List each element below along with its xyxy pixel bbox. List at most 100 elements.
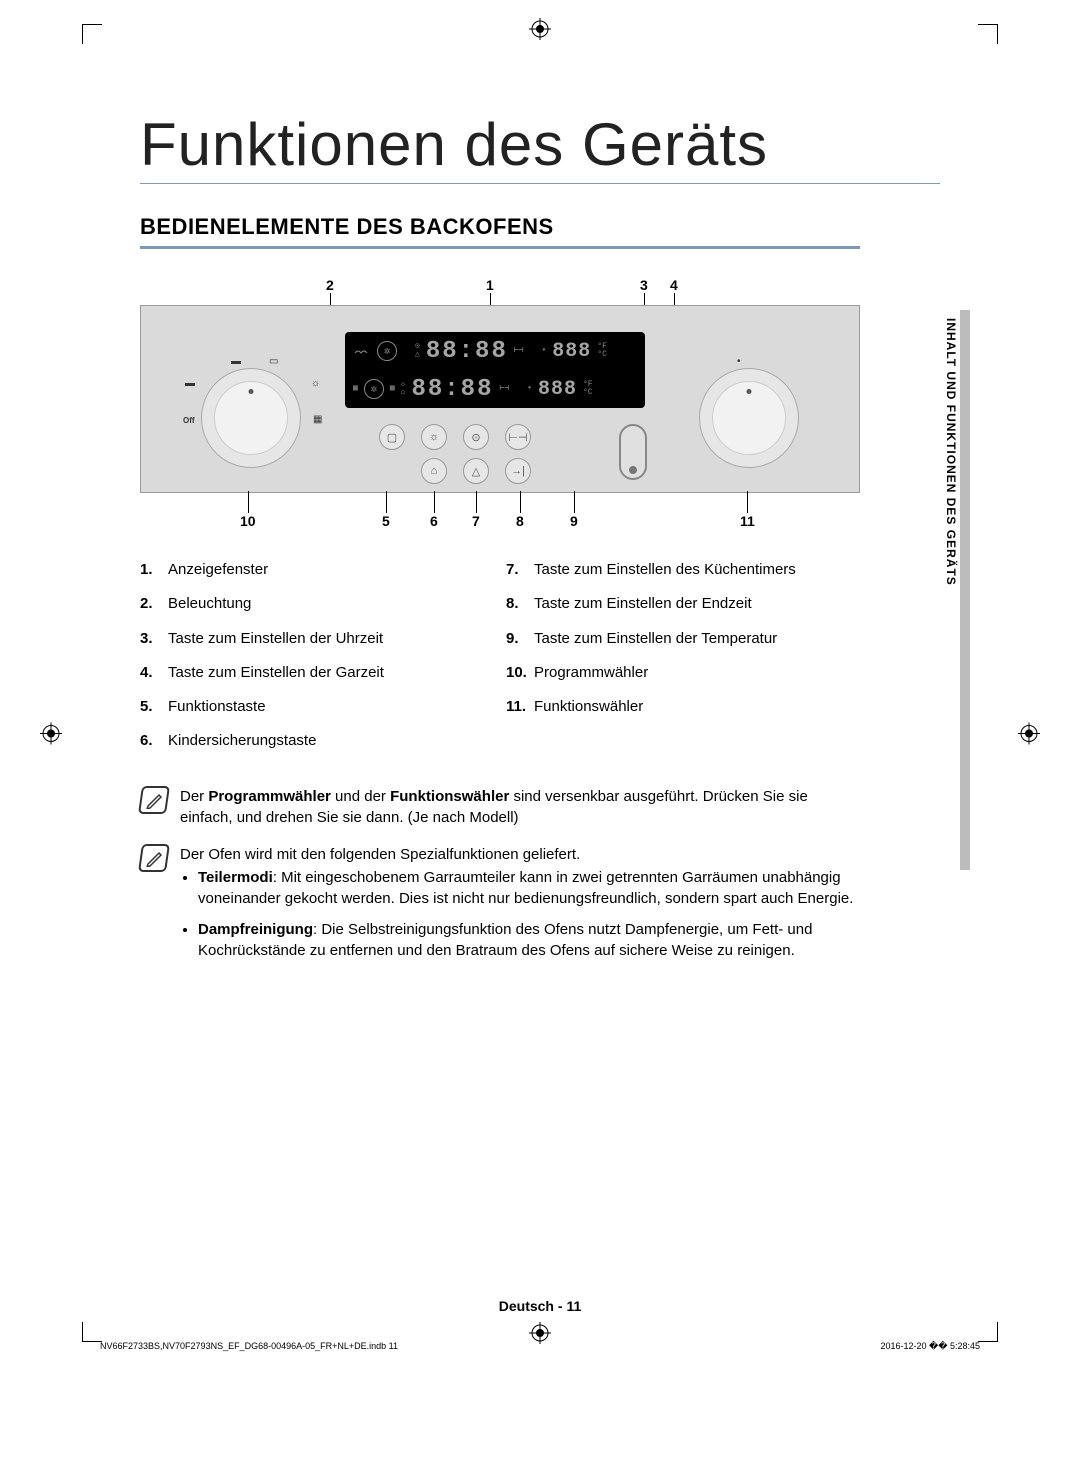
oven-panel: Off ▬ ▭ ▬ ☼ ▦ • ✲ ⊙△ 88:88 ⊢⊣ • 888 (140, 305, 860, 493)
legend-text: Funktionstaste (168, 697, 266, 717)
note-text: Der (180, 788, 208, 805)
mode-icon: ▦ (313, 414, 325, 426)
legend-item: 3.Taste zum Einstellen der Uhrzeit (140, 629, 494, 649)
legend-item: 10.Programmwähler (506, 663, 860, 683)
legend-text: Taste zum Einstellen der Uhrzeit (168, 629, 383, 649)
time-display-2: 88:88 (411, 376, 493, 403)
callout-label: 11 (740, 513, 755, 529)
legend-text: Anzeigefenster (168, 560, 268, 580)
function-selector-knob (699, 368, 799, 468)
clock-mini-icon: ⊙△ (415, 343, 420, 359)
legend-text: Taste zum Einstellen der Garzeit (168, 663, 384, 683)
callout-label: 5 (382, 513, 390, 529)
childlock-button: ⌂ (421, 458, 447, 484)
section-tab-label: INHALT UND FUNKTIONEN DES GERÄTS (942, 310, 960, 870)
note-icon (138, 844, 170, 872)
arrow-mini-icon: ⊢⊣ (514, 347, 524, 355)
legend-item: 8.Taste zum Einstellen der Endzeit (506, 594, 860, 614)
note-bullet: Dampfreinigung: Die Selbstreinigungsfunk… (198, 919, 860, 961)
legend-num: 8. (506, 594, 534, 614)
program-selector-knob (201, 368, 301, 468)
arrow-mini-icon: ⊢⊣ (499, 385, 509, 393)
callout-label: 10 (240, 513, 256, 529)
print-footer: NV66F2733BS,NV70F2793NS_EF_DG68-00496A-0… (100, 1341, 980, 1352)
unit-label: °F°C (597, 343, 607, 359)
registration-mark-icon (40, 723, 62, 750)
legend-item: 2.Beleuchtung (140, 594, 494, 614)
print-file: NV66F2733BS,NV70F2793NS_EF_DG68-00496A-0… (100, 1341, 398, 1352)
legend-num: 7. (506, 560, 534, 580)
fan-icon: ✲ (377, 341, 397, 361)
legend-text: Funktionswähler (534, 697, 643, 717)
display-window: ✲ ⊙△ 88:88 ⊢⊣ • 888 °F°C ▦ ✲ ▦ ☼⌂ 88:88 (345, 332, 645, 408)
legend-num: 4. (140, 663, 168, 683)
crop-mark (978, 1322, 998, 1342)
temperature-button (619, 424, 647, 480)
registration-mark-icon (1018, 723, 1040, 750)
legend-item: 5.Funktionstaste (140, 697, 494, 717)
legend-text: Taste zum Einstellen der Temperatur (534, 629, 777, 649)
timer-button: △ (463, 458, 489, 484)
page-title: Funktionen des Geräts (140, 110, 940, 184)
callout-label: 1 (486, 277, 494, 293)
light-button: ☼ (421, 424, 447, 450)
callout-label: 3 (640, 277, 648, 293)
grid-mini-icon: ▦ (353, 385, 358, 393)
legend-text: Programmwähler (534, 663, 648, 683)
note-block: Der Ofen wird mit den folgenden Spezialf… (140, 844, 860, 971)
legend-num: 9. (506, 629, 534, 649)
crop-mark (978, 24, 998, 44)
crop-mark (82, 24, 102, 44)
lock-mini-icon: ☼⌂ (401, 381, 406, 397)
wave-icon (353, 347, 371, 355)
note-block: Der Programmwähler und der Funktionswähl… (140, 786, 860, 828)
legend-num: 1. (140, 560, 168, 580)
note-icon (138, 786, 170, 814)
footer-lang: Deutsch - (499, 1298, 567, 1314)
grid-mini-icon: ▦ (390, 385, 395, 393)
temp-display: 888 (552, 340, 591, 363)
legend-item: 7.Taste zum Einstellen des Küchentimers (506, 560, 860, 580)
note-text: und der (331, 788, 390, 805)
note-bullet: Teilermodi: Mit eingeschobenem Garraumte… (198, 867, 860, 909)
callout-label: 2 (326, 277, 334, 293)
page-footer: Deutsch - 11 (0, 1298, 1080, 1314)
temp-display-2: 888 (538, 378, 577, 401)
mode-icon: ☼ (311, 378, 323, 390)
legend-item: 4.Taste zum Einstellen der Garzeit (140, 663, 494, 683)
off-label: Off (183, 416, 195, 425)
legend-num: 10. (506, 663, 534, 683)
legend-num: 3. (140, 629, 168, 649)
legend-text: Beleuchtung (168, 594, 251, 614)
legend: 1.Anzeigefenster2.Beleuchtung3.Taste zum… (140, 560, 860, 766)
mode-icon: ▬ (185, 378, 197, 390)
callout-label: 8 (516, 513, 524, 529)
clock-button: ⊙ (463, 424, 489, 450)
legend-text: Taste zum Einstellen der Endzeit (534, 594, 752, 614)
registration-mark-icon (529, 18, 551, 45)
square-button: ▢ (379, 424, 405, 450)
endtime-button: →| (505, 458, 531, 484)
callout-label: 7 (472, 513, 480, 529)
oven-control-diagram: 2134 Off ▬ ▭ ▬ ☼ ▦ • ✲ ⊙△ 88:88 ⊢⊣ (140, 277, 860, 532)
legend-num: 2. (140, 594, 168, 614)
legend-item: 9.Taste zum Einstellen der Temperatur (506, 629, 860, 649)
footer-page-num: 11 (566, 1298, 581, 1314)
legend-text: Kindersicherungstaste (168, 731, 316, 751)
section-heading: BEDIENELEMENTE DES BACKOFENS (140, 214, 860, 249)
note-intro: Der Ofen wird mit den folgenden Spezialf… (180, 844, 860, 865)
legend-item: 6.Kindersicherungstaste (140, 731, 494, 751)
legend-item: 1.Anzeigefenster (140, 560, 494, 580)
time-display: 88:88 (426, 338, 508, 365)
callout-label: 9 (570, 513, 578, 529)
legend-text: Taste zum Einstellen des Küchentimers (534, 560, 796, 580)
mode-icon: ▭ (269, 356, 281, 368)
legend-num: 5. (140, 697, 168, 717)
callout-label: 4 (670, 277, 678, 293)
legend-num: 11. (506, 697, 534, 717)
crop-mark (82, 1322, 102, 1342)
print-timestamp: 2016-12-20 �� 5:28:45 (880, 1341, 980, 1352)
unit-label: °F°C (583, 381, 593, 397)
mode-dot-icon: • (737, 356, 749, 368)
cooktime-button: ⊢⊣ (505, 424, 531, 450)
